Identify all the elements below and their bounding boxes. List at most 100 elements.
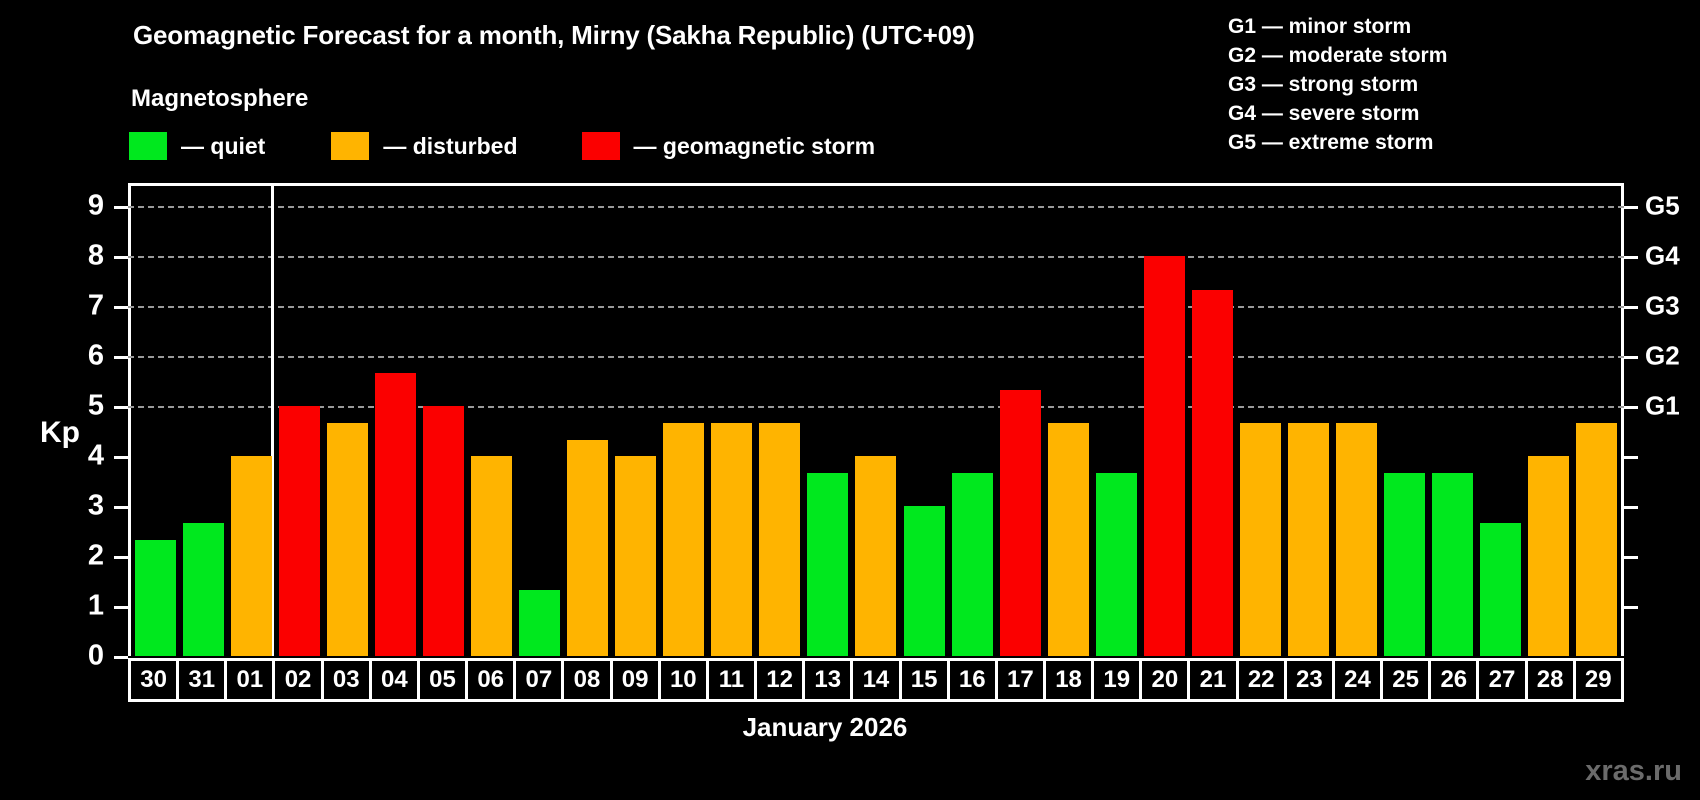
bar-day-14[interactable] [855,456,897,656]
x-axis-day-06[interactable]: 06 [468,661,517,699]
bar-slot [1525,186,1573,656]
bar-day-12[interactable] [759,422,801,656]
bar-day-30[interactable] [134,539,176,656]
x-axis-day-13[interactable]: 13 [805,661,854,699]
bar-slot [756,186,804,656]
x-axis-day-31[interactable]: 31 [179,661,228,699]
legend-label-quiet: — quiet [181,132,266,159]
storm-scale-g3: G3 — strong storm [1228,73,1419,96]
y-tick-left [114,506,128,509]
y-tick-right [1624,556,1638,559]
x-axis-day-09[interactable]: 09 [613,661,661,699]
bar-day-27[interactable] [1480,522,1522,656]
x-axis-day-29[interactable]: 29 [1584,666,1612,693]
bar-day-03[interactable] [326,422,368,656]
x-axis-day-18[interactable]: 18 [1046,661,1095,699]
legend-item-quiet: — quiet [129,132,265,160]
bar-day-21[interactable] [1191,289,1233,656]
x-axis-day-24[interactable]: 24 [1335,661,1384,699]
y-tick-right [1624,456,1638,459]
bar-day-11[interactable] [711,422,753,656]
y-tick-label-4: 4 [87,439,104,472]
watermark: xras.ru [1585,755,1682,787]
y-tick-right [1624,306,1638,309]
bar-series [131,186,1621,656]
bar-day-25[interactable] [1384,472,1426,656]
x-axis-day-17[interactable]: 17 [998,661,1046,699]
y-tick-left [114,306,128,309]
y-tick-label-1: 1 [87,589,104,622]
page-title: Geomagnetic Forecast for a month, Mirny … [133,20,975,50]
bar-slot [804,186,852,656]
y-tick-left [114,656,128,659]
bar-slot [323,186,371,656]
bar-day-13[interactable] [807,472,849,656]
bar-slot [612,186,660,656]
bar-day-31[interactable] [182,522,224,656]
x-axis-day-28[interactable]: 28 [1528,661,1576,699]
bar-day-18[interactable] [1047,422,1089,656]
x-axis-day-27[interactable]: 27 [1479,661,1528,699]
bar-slot [1044,186,1092,656]
y-tick-label-7: 7 [87,289,104,322]
legend-item-disturbed: — disturbed [331,132,518,160]
x-axis-day-15[interactable]: 15 [902,661,950,699]
bar-slot [660,186,708,656]
x-axis-day-10[interactable]: 10 [661,661,709,699]
bar-day-28[interactable] [1528,456,1570,656]
bar-day-10[interactable] [663,422,705,656]
x-axis-day-26[interactable]: 26 [1431,661,1480,699]
bar-slot [708,186,756,656]
y-tick-right [1624,206,1638,209]
bar-day-19[interactable] [1095,472,1137,656]
axis-frame [128,183,1624,656]
bar-slot [516,186,564,656]
bar-slot [1381,186,1429,656]
bar-day-15[interactable] [903,506,945,656]
month-label: January 2026 [742,712,908,742]
bar-day-16[interactable] [951,472,993,656]
bar-day-01[interactable] [230,456,272,656]
magnetosphere-legend: — quiet — disturbed — geomagnetic storm [129,132,875,160]
x-axis-day-30[interactable]: 30 [131,661,180,699]
x-axis-day-23[interactable]: 23 [1287,661,1335,699]
bar-day-08[interactable] [567,439,609,656]
x-axis-day-11[interactable]: 11 [709,661,758,699]
x-axis-day-25[interactable]: 25 [1383,661,1432,699]
y-tick-left [114,456,128,459]
x-axis-day-19[interactable]: 19 [1094,661,1143,699]
x-axis-day-12[interactable]: 12 [757,661,806,699]
storm-scale-g4: G4 — severe storm [1228,102,1420,125]
x-axis-day-16[interactable]: 16 [950,661,998,699]
y-tick-label-8: 8 [87,239,104,272]
bar-day-20[interactable] [1143,256,1185,656]
bar-day-09[interactable] [615,456,657,656]
x-axis-day-22[interactable]: 22 [1239,661,1287,699]
bar-day-07[interactable] [519,589,561,656]
bar-day-04[interactable] [374,372,416,656]
y-tick-label-3: 3 [87,489,104,522]
bar-day-26[interactable] [1432,472,1474,656]
y-tick-label-2: 2 [87,539,104,572]
x-axis-day-08[interactable]: 08 [564,661,613,699]
bar-day-29[interactable] [1576,422,1618,656]
bar-day-06[interactable] [470,456,512,656]
x-axis-day-14[interactable]: 14 [853,661,902,699]
bar-day-02[interactable] [278,406,320,656]
x-axis-day-20[interactable]: 20 [1142,661,1191,699]
x-axis-day-03[interactable]: 03 [324,661,372,699]
bar-day-22[interactable] [1239,422,1281,656]
x-axis-day-04[interactable]: 04 [372,661,420,699]
bar-day-05[interactable] [422,406,464,656]
bar-day-24[interactable] [1336,422,1378,656]
y-tick-left [114,206,128,209]
y-tick-label-9: 9 [87,189,104,222]
bar-day-23[interactable] [1288,422,1330,656]
bar-day-17[interactable] [999,389,1041,656]
x-axis-day-07[interactable]: 07 [516,661,565,699]
x-axis-day-21[interactable]: 21 [1190,661,1239,699]
x-axis-day-05[interactable]: 05 [420,661,469,699]
x-axis-day-01[interactable]: 01 [227,661,276,699]
bar-slot [131,186,179,656]
x-axis-day-02[interactable]: 02 [275,661,324,699]
